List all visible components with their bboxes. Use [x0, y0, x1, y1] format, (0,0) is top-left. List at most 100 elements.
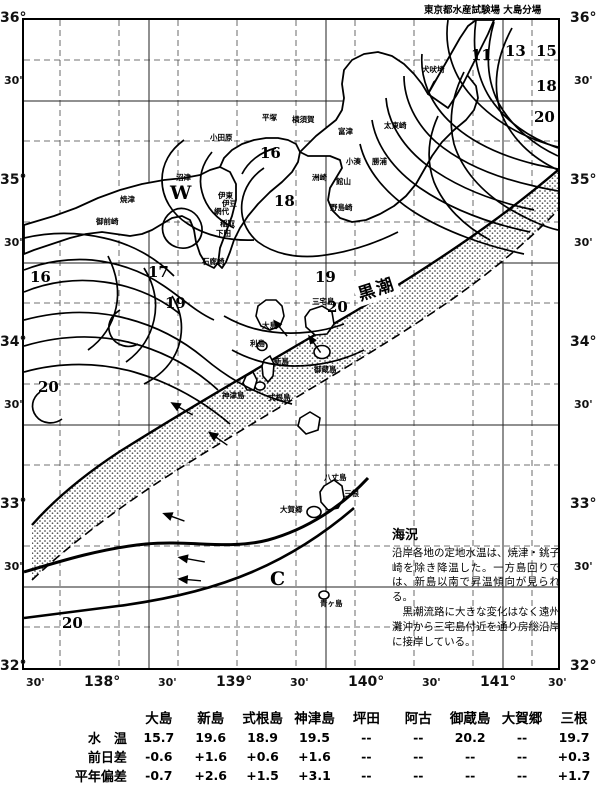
table-cell: 20.2	[454, 730, 486, 745]
place-label-oshima: 大島	[262, 321, 277, 330]
lat-label-left: 30'	[4, 560, 23, 573]
cold-eddy-marker: C	[270, 568, 286, 590]
lat-label-right: 30'	[574, 74, 593, 87]
isotherm-contours	[24, 20, 558, 620]
table-header-row: 大島 新島 式根島 神津島 坪田 阿古 御蔵島 大賀郷 三根	[0, 706, 600, 728]
lat-label-right: 34°	[570, 334, 597, 350]
coastline	[24, 20, 495, 269]
place-label-numazu: 沼津	[176, 173, 191, 182]
table-cell: +3.1	[298, 768, 331, 783]
lat-label-right: 33°	[570, 496, 597, 512]
column-header: 神津島	[294, 711, 335, 727]
row-header: 平年偏差	[74, 770, 127, 785]
table-cell: 19.5	[299, 730, 330, 745]
place-label-odawara: 小田原	[210, 133, 233, 142]
isotherm-label: 20	[327, 298, 348, 316]
lat-label-left: 35°	[0, 172, 27, 188]
table-cell: --	[516, 749, 528, 764]
lat-label-left: 30'	[4, 398, 23, 411]
row-header: 前日差	[87, 751, 127, 766]
table-cell: --	[361, 730, 372, 745]
table-cell: --	[516, 768, 528, 783]
lat-label-left: 30'	[4, 74, 23, 87]
table-cell: 15.7	[143, 730, 175, 745]
lat-label-left: 32°	[0, 658, 27, 674]
place-label-okago: 大賀郷	[280, 505, 303, 514]
isotherm-label: 18	[536, 77, 557, 95]
warm-eddy-marker: W	[170, 182, 192, 204]
column-header: 坪田	[352, 711, 380, 727]
isotherm-label: 11	[471, 46, 492, 64]
table-cell: +2.6	[194, 768, 227, 783]
isotherm-label: 20	[38, 378, 59, 396]
table-cell: --	[464, 749, 476, 764]
lat-label-left: 33°	[0, 496, 27, 512]
lat-label-right: 35°	[570, 172, 597, 188]
table-cell: --	[464, 768, 476, 783]
lon-label: 30'	[290, 676, 309, 689]
place-label-izu: 伊豆	[222, 199, 237, 208]
lon-label: 141°	[480, 674, 517, 690]
lon-label: 139°	[216, 674, 253, 690]
table-cell: +0.6	[246, 749, 279, 764]
lon-label: 30'	[422, 676, 441, 689]
table-row: 平年偏差 -0.7 +2.6 +1.5 +3.1 -- -- -- -- +1.…	[0, 766, 600, 785]
isotherm-label: 17	[148, 263, 169, 281]
table-cell: +0.3	[557, 749, 591, 764]
table-cell: +1.5	[246, 768, 279, 783]
place-label-ajiro: 網代	[214, 207, 229, 216]
current-arrows	[162, 319, 322, 585]
place-label-mine: 三根	[344, 489, 359, 498]
place-label-yokosuka: 横須賀	[292, 115, 315, 124]
lon-label: 30'	[26, 676, 45, 689]
place-label-mikurajima: 御蔵島	[314, 365, 337, 374]
table-cell: -0.7	[145, 768, 173, 783]
table-cell: +1.6	[298, 749, 331, 764]
place-label-toshima: 利島	[250, 339, 265, 348]
place-label-miyakejima: 三宅島	[312, 297, 335, 306]
table-cell: --	[516, 730, 528, 745]
isotherm-label: 15	[536, 42, 557, 60]
column-header: 式根島	[242, 711, 283, 727]
place-label-hachijojima: 八丈島	[324, 473, 347, 482]
table-row: 水 温 15.7 19.6 18.9 19.5 -- -- 20.2 -- 19…	[0, 728, 600, 747]
isotherm-label: 19	[315, 268, 336, 286]
place-label-inubosaki: 犬吠埼	[422, 65, 445, 74]
table-cell: 19.6	[195, 730, 227, 745]
table-cell: -0.6	[145, 749, 173, 764]
lat-label-right: 32°	[570, 658, 597, 674]
place-label-shikinejima: 式根島	[268, 393, 291, 402]
place-label-futtsu: 富津	[338, 127, 353, 136]
place-label-tateyama: 館山	[336, 177, 351, 186]
place-label-omaezaki: 御前崎	[96, 217, 119, 226]
column-header: 大島	[145, 711, 173, 727]
place-label-kominato: 小湊	[346, 157, 361, 166]
table-cell: --	[361, 768, 372, 783]
lat-label-right: 30'	[574, 398, 593, 411]
lat-label-right: 30'	[574, 236, 593, 249]
commentary-heading: 海況	[392, 528, 419, 543]
lon-label: 138°	[84, 674, 121, 690]
lat-label-right: 36°	[570, 10, 597, 26]
isotherm-label: 13	[505, 42, 526, 60]
table-cell: +1.7	[557, 768, 591, 783]
table-cell: --	[413, 768, 424, 783]
place-label-shimoda: 下田	[216, 229, 231, 238]
commentary-panel: 海況 沿岸各地の定地水温は、焼津・銚子崎を除き降温した。一方島回りでは、新島以南…	[392, 524, 560, 649]
place-label-hiratsuka: 平塚	[262, 113, 277, 122]
isotherm-label: 18	[274, 192, 295, 210]
table-corner-cell	[0, 706, 133, 728]
commentary-paragraph-2: 黒潮流路に大きな変化はなく遠州灘沖から三宅島付近を通り房総沿岸に接岸している。	[392, 606, 560, 648]
isotherm-label: 16	[260, 144, 281, 162]
place-label-katsuura: 勝浦	[372, 157, 387, 166]
table-cell: --	[413, 749, 424, 764]
isotherm-label: 20	[62, 614, 83, 632]
lat-label-left: 30'	[4, 236, 23, 249]
lat-label-left: 36°	[0, 10, 27, 26]
place-label-yaizu: 焼津	[120, 195, 135, 204]
column-header: 新島	[197, 711, 225, 727]
sea-condition-map[interactable]: 11 13 15 18 20 16 18 16 17 19 19 20 20 2…	[22, 18, 560, 670]
place-label-niijima: 新島	[274, 357, 289, 366]
lat-label-right: 30'	[574, 560, 593, 573]
water-temperature-table: 大島 新島 式根島 神津島 坪田 阿古 御蔵島 大賀郷 三根 水 温 15.7 …	[0, 706, 600, 785]
